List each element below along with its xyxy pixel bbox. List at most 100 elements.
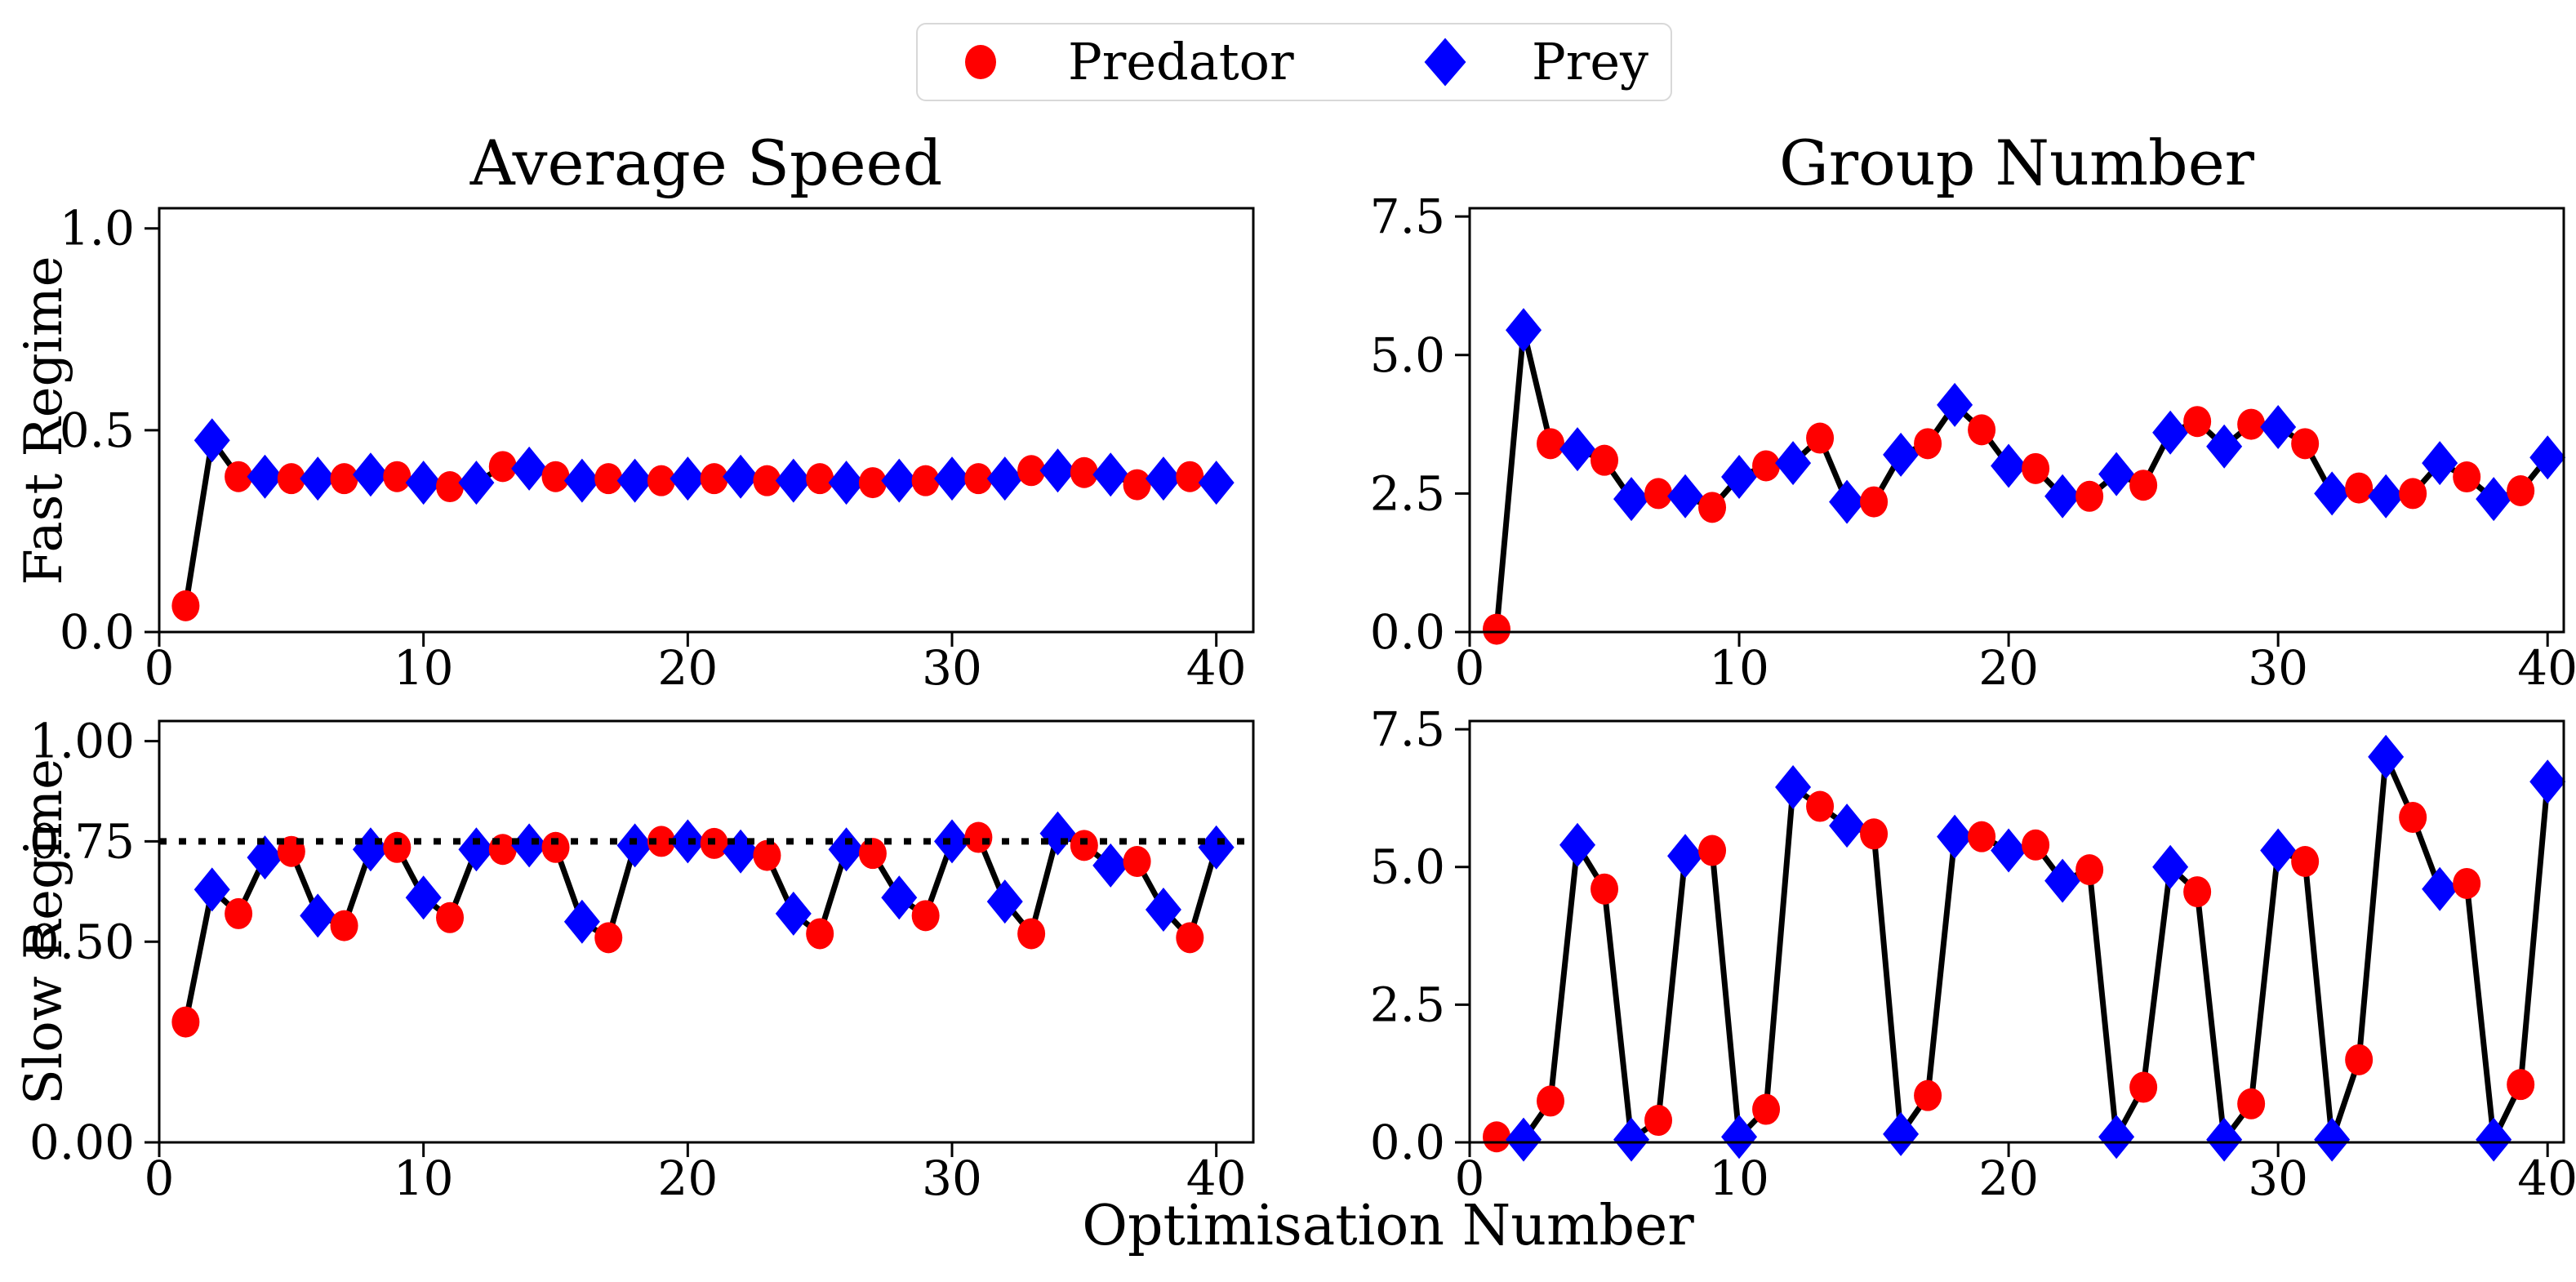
marker-predator xyxy=(753,465,781,496)
marker-prey xyxy=(352,827,389,872)
marker-predator xyxy=(1017,918,1046,950)
legend-label-prey: Prey xyxy=(1532,32,1649,91)
marker-predator xyxy=(1752,450,1781,482)
y-tick-label: 5.0 xyxy=(1370,327,1445,383)
marker-prey xyxy=(300,893,336,938)
subplot-fast-average-speed: 0 10 20 30 40 0.0 0.5 1.0 xyxy=(60,201,1255,696)
x-tick-label: 0 xyxy=(1455,1151,1485,1206)
marker-predator xyxy=(1123,846,1151,877)
marker-prey xyxy=(2098,452,2135,496)
marker-prey xyxy=(2206,1117,2243,1162)
marker-predator xyxy=(330,910,358,941)
marker-predator xyxy=(700,463,728,495)
marker-predator xyxy=(806,918,834,950)
marker-prey xyxy=(2368,734,2405,779)
marker-predator xyxy=(2291,846,2320,877)
y-tick-label: 1.0 xyxy=(60,201,135,256)
marker-predator xyxy=(1176,922,1204,954)
marker-predator xyxy=(964,821,993,853)
x-tick-label: 40 xyxy=(2517,640,2576,696)
x-ticks: 0 10 20 30 40 xyxy=(1455,632,2576,696)
marker-predator xyxy=(2399,478,2427,510)
marker-predator xyxy=(1644,1105,1673,1137)
marker-prey xyxy=(405,461,442,505)
marker-prey xyxy=(1883,1111,1920,1156)
marker-prey xyxy=(1721,455,1758,500)
y-tick-label: 0.50 xyxy=(29,914,135,969)
series-markers xyxy=(1483,308,2566,645)
y-tick-label: 0.0 xyxy=(1370,1115,1445,1170)
marker-prey xyxy=(616,823,653,868)
marker-predator xyxy=(171,1006,200,1038)
marker-predator xyxy=(2291,428,2320,460)
x-tick-label: 10 xyxy=(1709,640,1769,696)
x-tick-label: 10 xyxy=(394,640,454,696)
marker-prey xyxy=(1613,477,1650,522)
marker-prey xyxy=(1198,461,1235,505)
marker-predator xyxy=(1537,428,1565,460)
y-tick-label: 0.75 xyxy=(29,813,135,869)
x-tick-label: 30 xyxy=(922,1151,982,1206)
marker-prey xyxy=(881,458,918,503)
x-tick-label: 40 xyxy=(2517,1151,2576,1206)
marker-predator xyxy=(1860,818,1889,850)
marker-prey xyxy=(2529,759,2566,804)
marker-prey xyxy=(723,454,759,499)
marker-predator xyxy=(2237,408,2266,440)
marker-prey xyxy=(1937,382,1973,427)
marker-predator xyxy=(1070,456,1098,488)
marker-predator xyxy=(1698,835,1727,866)
x-tick-label: 20 xyxy=(1978,640,2039,696)
marker-prey xyxy=(2314,471,2351,516)
marker-prey xyxy=(458,827,495,872)
marker-predator xyxy=(225,461,253,492)
legend: Predator Prey xyxy=(916,23,1672,101)
marker-prey xyxy=(2368,474,2405,519)
prey-diamond-icon xyxy=(1424,38,1466,87)
y-tick-label: 2.5 xyxy=(1370,465,1445,521)
marker-predator xyxy=(541,461,570,492)
marker-predator xyxy=(1123,469,1151,501)
series-markers xyxy=(171,418,1235,621)
marker-prey xyxy=(1775,441,1812,486)
marker-prey xyxy=(670,819,706,864)
marker-predator xyxy=(1591,873,1619,905)
marker-prey xyxy=(1721,1115,1758,1160)
marker-prey xyxy=(1829,479,1866,524)
y-ticks: 0.0 2.5 5.0 7.5 xyxy=(1370,189,1470,660)
title-average-speed: Average Speed xyxy=(469,127,943,199)
marker-predator xyxy=(1483,1121,1511,1153)
x-tick-label: 20 xyxy=(657,1151,718,1206)
marker-prey xyxy=(2529,435,2566,480)
marker-prey xyxy=(2260,404,2297,449)
marker-predator xyxy=(1644,478,1673,510)
ylabel-slow-regime: Slow Regime xyxy=(14,758,74,1106)
marker-prey xyxy=(1991,828,2027,873)
marker-prey xyxy=(775,891,812,936)
x-tick-label: 10 xyxy=(1709,1151,1769,1206)
marker-predator xyxy=(277,463,305,495)
y-tick-label: 0.0 xyxy=(1370,604,1445,660)
marker-predator xyxy=(964,463,993,495)
marker-prey xyxy=(1092,843,1129,888)
marker-prey xyxy=(1829,803,1866,848)
marker-predator xyxy=(2237,1088,2266,1120)
marker-predator xyxy=(1806,422,1835,454)
marker-predator xyxy=(911,900,940,932)
marker-predator xyxy=(2183,876,2212,908)
x-tick-label: 0 xyxy=(145,1151,175,1206)
marker-prey xyxy=(723,829,759,874)
marker-predator xyxy=(1806,790,1835,822)
marker-prey xyxy=(1145,456,1181,501)
marker-predator xyxy=(225,897,253,929)
marker-prey xyxy=(2152,844,2189,889)
marker-prey xyxy=(2314,1117,2351,1162)
marker-prey xyxy=(1883,432,1920,477)
marker-prey xyxy=(300,456,336,501)
marker-predator xyxy=(1968,821,1996,852)
marker-predator xyxy=(1537,1085,1565,1117)
y-tick-label: 0.00 xyxy=(29,1115,135,1170)
marker-prey xyxy=(2152,410,2189,455)
marker-predator xyxy=(2399,802,2427,834)
marker-predator xyxy=(806,463,834,495)
